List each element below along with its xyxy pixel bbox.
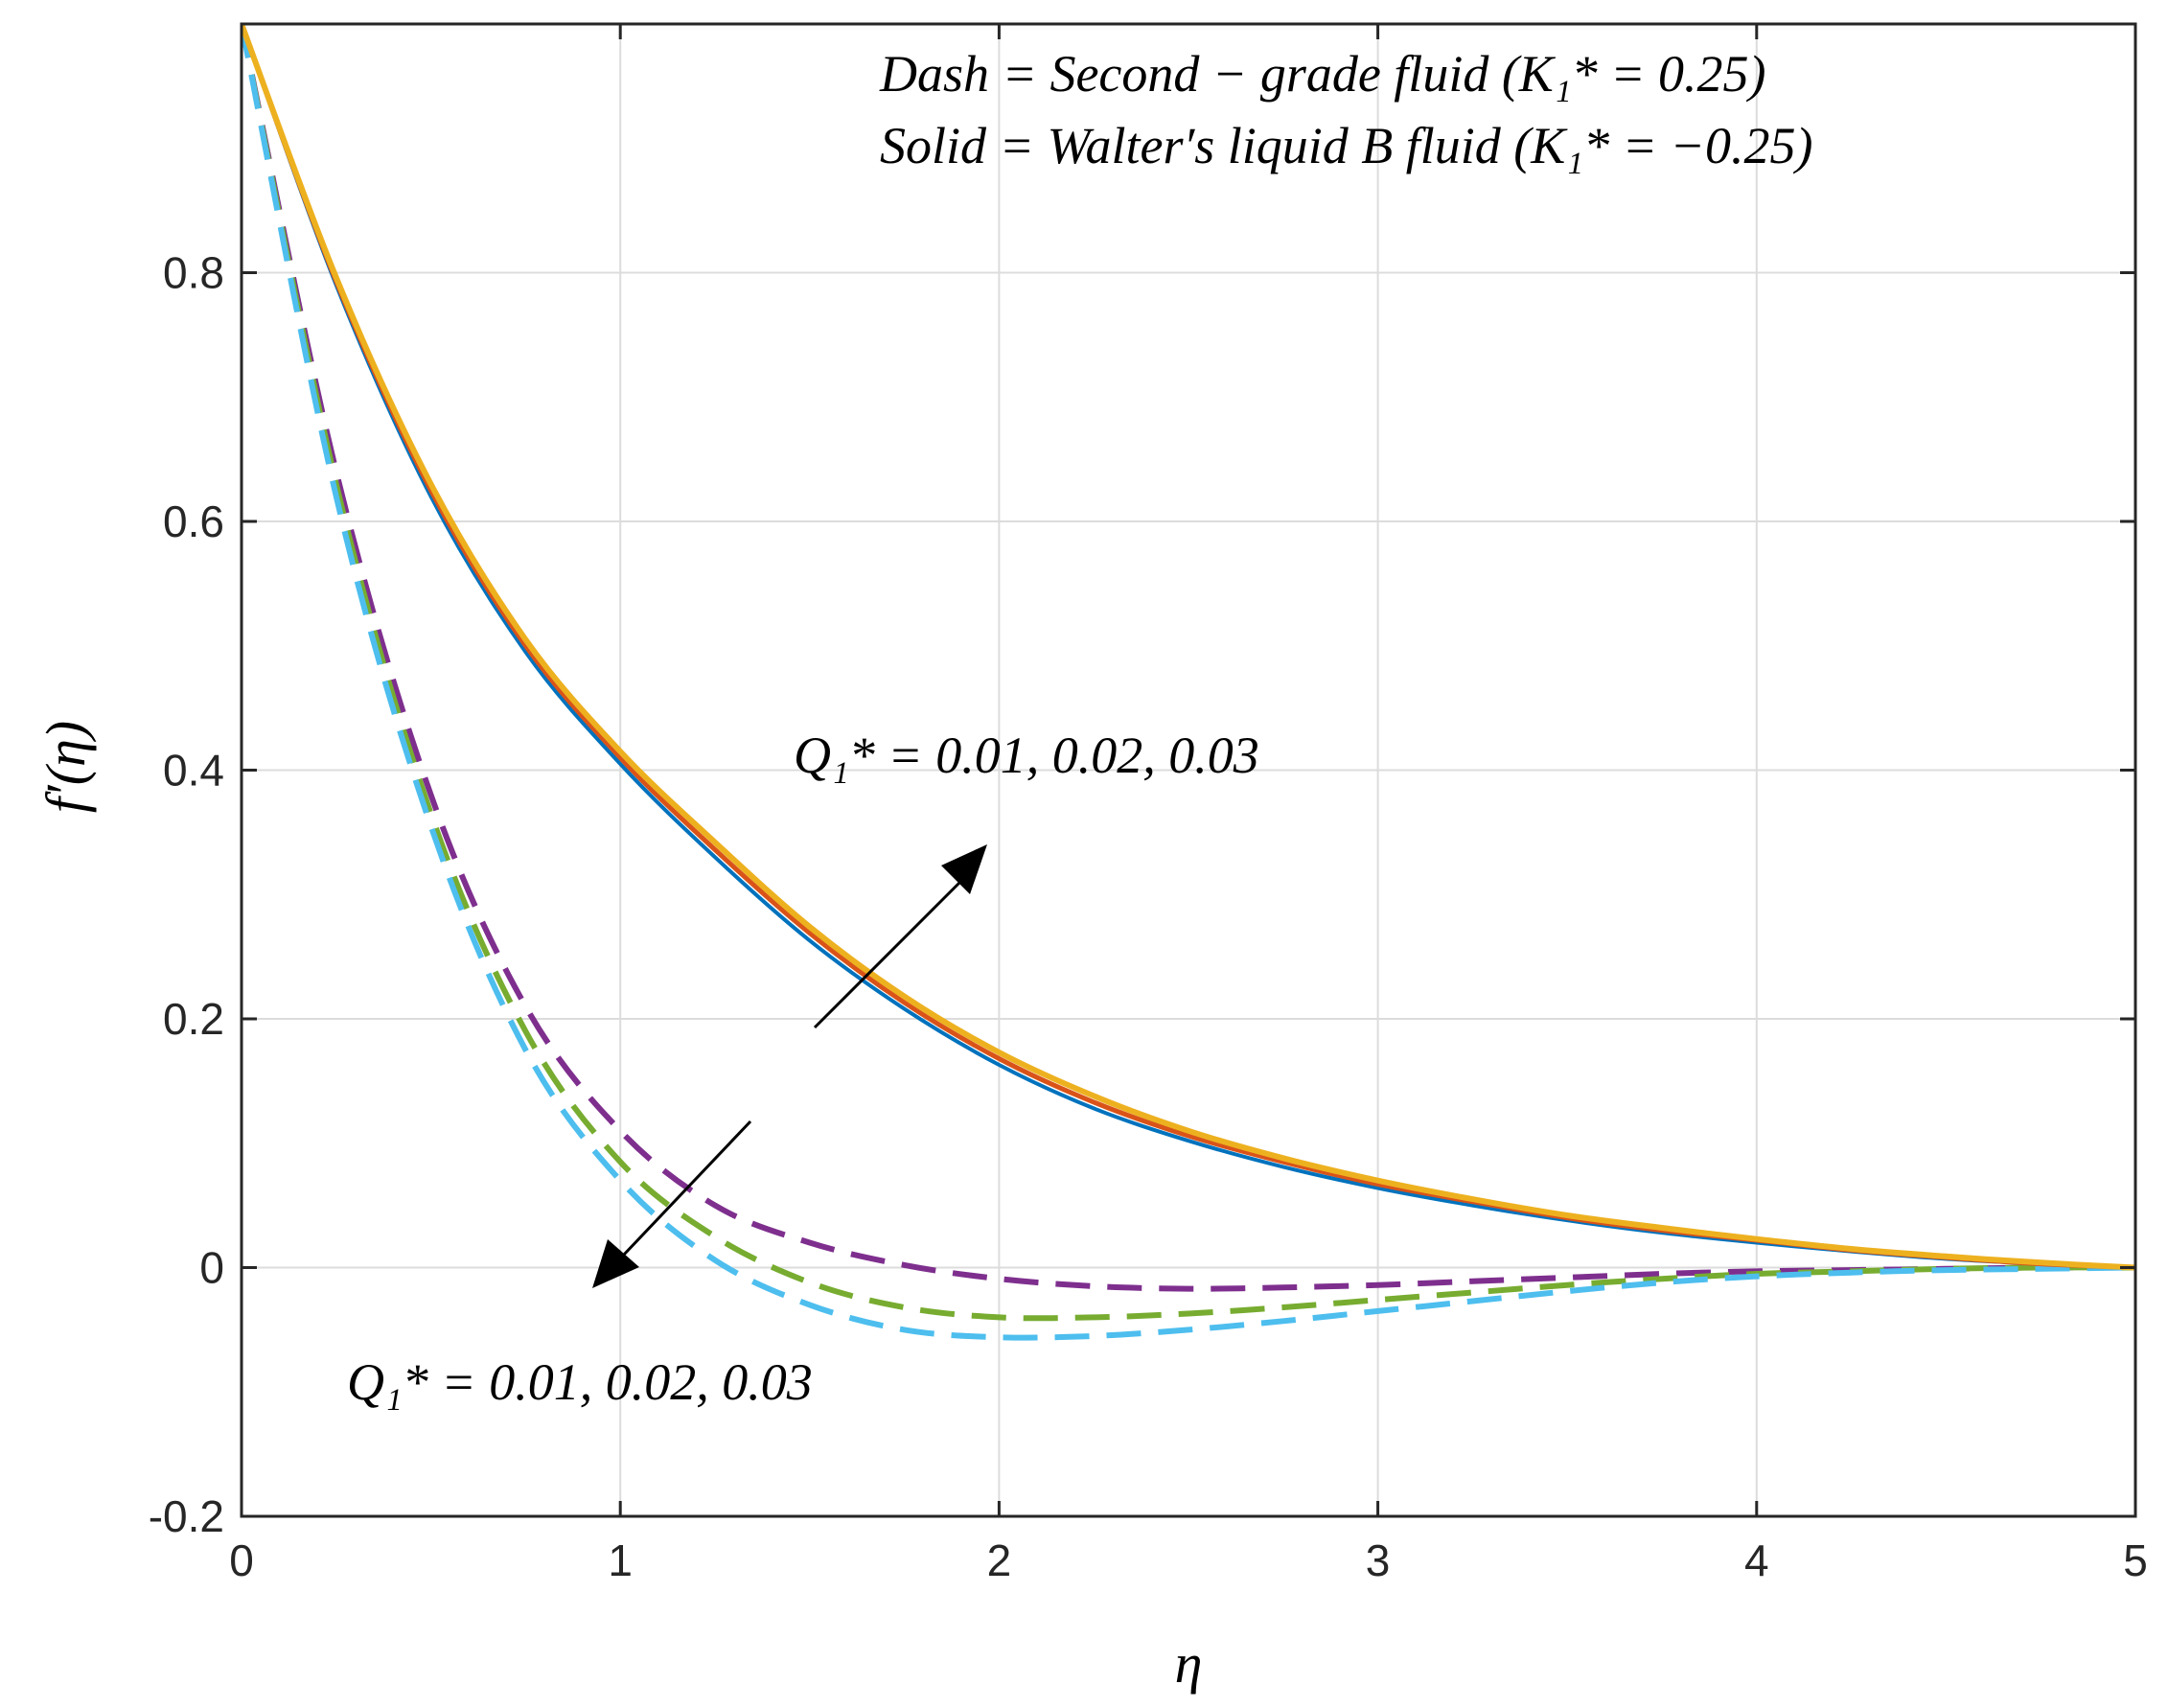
annotation-upper: Q₁* = 0.01, 0.02, 0.03: [794, 727, 1259, 784]
legend-line-solid: Solid = Walter′s liquid B fluid (K₁* = −…: [880, 117, 1812, 174]
series-line-dash-q1-0-02: [242, 24, 2135, 1322]
y-tick-label: 0.6: [163, 496, 224, 546]
grid: [242, 24, 2135, 1516]
x-tick-label: 4: [1744, 1535, 1769, 1585]
x-tick-label: 0: [229, 1535, 254, 1585]
series-line-dash-q1-0-01: [242, 24, 2135, 1292]
annotation-lower: Q₁* = 0.01, 0.02, 0.03: [347, 1353, 813, 1411]
x-tick-label: 5: [2123, 1535, 2148, 1585]
y-tick-label: 0.4: [163, 746, 224, 796]
arrow-up-right: [813, 844, 987, 1029]
arrow-down-left: [592, 1119, 752, 1288]
y-tick-label: 0.8: [163, 248, 224, 298]
x-tick-label: 1: [608, 1535, 633, 1585]
x-axis-label: η: [1175, 1632, 1203, 1695]
series-group: [242, 24, 2135, 1341]
ticks: 0 1 2 3 4 5-0.200.20.40.60.8: [149, 24, 2148, 1585]
y-tick-label: -0.2: [149, 1491, 224, 1541]
legend-line-dash: Dash = Second − grade fluid (K₁* = 0.25): [879, 45, 1766, 103]
series-line-solid-q1-0-03: [242, 24, 2135, 1271]
y-tick-label: 0.2: [163, 994, 224, 1044]
x-tick-label: 3: [1366, 1535, 1391, 1585]
y-axis-label: f′(η): [35, 721, 97, 813]
x-tick-label: 2: [987, 1535, 1012, 1585]
y-tick-label: 0: [199, 1243, 224, 1293]
